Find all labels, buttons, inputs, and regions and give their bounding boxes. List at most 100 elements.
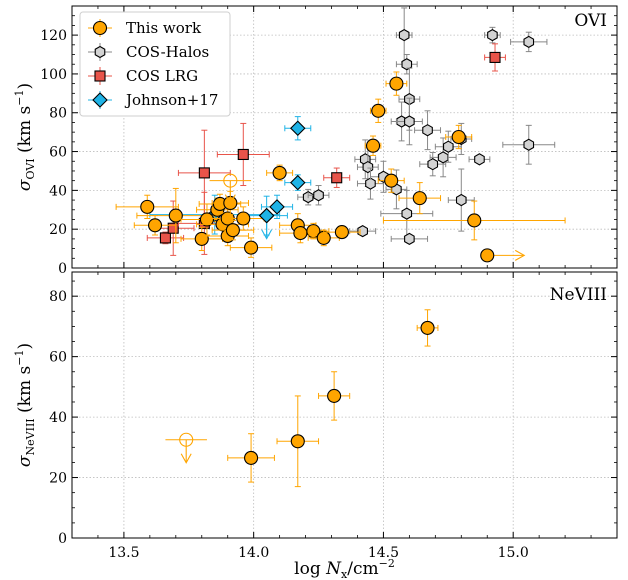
ovi-johnson17-point bbox=[260, 194, 294, 220]
neviii-ytick-label: 60 bbox=[49, 350, 67, 366]
legend-entry-this_work: This work bbox=[88, 19, 202, 37]
ovi-cos_halos-point bbox=[419, 152, 447, 177]
ovi-cos_halos-point bbox=[447, 168, 475, 232]
neviii-ytick-label: 20 bbox=[49, 471, 67, 487]
xlabel-sub: x bbox=[341, 568, 348, 580]
ovi-this_work-point bbox=[377, 168, 405, 193]
ovi-cos_halos-point bbox=[356, 167, 384, 200]
ovi-cos_halos-marker bbox=[398, 28, 410, 42]
neviii-ytick-label: 0 bbox=[58, 531, 67, 547]
ovi-this_work-marker bbox=[272, 165, 287, 180]
ovi-cos_halos-point bbox=[468, 153, 491, 166]
neviii-this_work-point bbox=[416, 309, 439, 347]
neviii-ylabel-sub: NeVIII bbox=[24, 418, 37, 455]
legend-label: COS-Halos bbox=[126, 43, 209, 61]
ovi-series-this_work bbox=[115, 71, 566, 258]
ovi-cos_halos-marker bbox=[487, 28, 498, 42]
neviii-this_work-point bbox=[318, 371, 351, 421]
ovi-this_work-marker bbox=[140, 199, 155, 214]
neviii-ylabel-unit-sup: −1 bbox=[13, 350, 26, 366]
neviii-this_work-marker bbox=[290, 434, 305, 449]
ovi-cos_lrg-marker bbox=[489, 51, 501, 63]
ovi-this_work-marker bbox=[467, 213, 482, 228]
ovi-this_work-marker bbox=[236, 211, 251, 226]
upper-limit-marker bbox=[223, 173, 238, 188]
legend-entries: This work COS-Halos COS LRG Johnson+17 bbox=[88, 19, 218, 109]
ovi-this_work-point bbox=[115, 194, 179, 220]
ovi-this_work-point bbox=[266, 164, 294, 182]
ovi-cos_halos-marker bbox=[401, 207, 413, 220]
legend-swatch-marker bbox=[92, 20, 108, 36]
x-axis-label: log Nx/cm−2 bbox=[294, 557, 395, 580]
ovi-ytick-label: 80 bbox=[49, 106, 67, 122]
xlabel-var: N bbox=[325, 559, 342, 579]
neviii-gridlines bbox=[72, 272, 617, 539]
neviii-this_work-marker bbox=[327, 388, 342, 403]
neviii-upper-limit bbox=[165, 432, 207, 464]
neviii-ytick-label: 40 bbox=[49, 410, 67, 426]
lower-limit-marker bbox=[480, 248, 495, 263]
xlabel-sup: −2 bbox=[379, 557, 395, 570]
ovi-johnson17-marker bbox=[290, 120, 306, 137]
ovi-cos_halos-point bbox=[484, 26, 501, 44]
ovi-this_work-marker bbox=[412, 191, 427, 206]
ovi-this_work-point bbox=[222, 206, 265, 231]
ovi-this_work-point bbox=[382, 200, 566, 241]
ovi-this_work-point bbox=[229, 237, 273, 258]
neviii-y-axis-label: σNeVIII (km s−1) bbox=[13, 343, 37, 467]
ovi-ytick-label: 120 bbox=[40, 28, 67, 44]
ovi-cos_lrg-point bbox=[484, 43, 506, 72]
neviii-this_work-point bbox=[227, 433, 275, 483]
ovi-this_work-point bbox=[385, 71, 408, 96]
ovi-this_work-point bbox=[369, 98, 387, 123]
ovi-cos_halos-point bbox=[395, 54, 418, 75]
ovi-this_work-point bbox=[364, 135, 382, 156]
ovi-cos_lrg-marker bbox=[167, 222, 179, 234]
ovi-ylabel-unit: (km s bbox=[15, 106, 35, 159]
ovi-this_work-point bbox=[211, 219, 255, 241]
ovi-ytick-label: 20 bbox=[49, 222, 67, 238]
ovi-johnson17-marker bbox=[269, 199, 285, 215]
xlabel-pre: log bbox=[294, 559, 326, 579]
ovi-panel-label: OVI bbox=[574, 11, 607, 31]
ovi-cos_halos-point bbox=[307, 185, 330, 206]
upper-limit-arrow-head bbox=[224, 194, 236, 205]
ovi-johnson17-point bbox=[284, 116, 312, 141]
ovi-cos_lrg-marker bbox=[198, 167, 210, 179]
legend-entry-cos_halos: COS-Halos bbox=[88, 43, 209, 61]
ovi-this_work-point bbox=[398, 182, 442, 215]
neviii-xtick-label: 14.0 bbox=[238, 545, 269, 561]
neviii-this_work-marker bbox=[244, 450, 259, 465]
ovi-this_work-marker bbox=[225, 223, 240, 238]
ovi-cos_halos-marker bbox=[437, 151, 449, 164]
neviii-ytick-label: 80 bbox=[49, 289, 67, 305]
ovi-cos_halos-point bbox=[414, 110, 442, 151]
neviii-ylabel-close: ) bbox=[15, 343, 35, 350]
ovi-cos_halos-marker bbox=[523, 35, 535, 49]
ovi-plot-frame bbox=[71, 5, 618, 269]
ovi-ylabel-sub: OVI bbox=[24, 158, 37, 179]
ovi-this_work-point bbox=[297, 222, 330, 240]
ovi-ylabel-close: ) bbox=[15, 83, 35, 90]
neviii-xtick-label: 14.5 bbox=[368, 545, 399, 561]
ovi-cos_lrg-marker bbox=[159, 232, 171, 244]
ovi-cos_halos-marker bbox=[357, 224, 368, 238]
ovi-johnson17-marker bbox=[290, 174, 306, 191]
ovi-cos_halos-marker bbox=[523, 138, 535, 151]
neviii-plot-frame bbox=[71, 271, 618, 539]
ovi-ylabel-unit-sup: −1 bbox=[13, 90, 26, 106]
ovi-cos_halos-point bbox=[510, 31, 548, 53]
upper-limit-marker bbox=[179, 432, 194, 447]
ovi-this_work-marker bbox=[244, 240, 259, 255]
ovi-johnson17-point bbox=[284, 174, 312, 191]
legend-label: This work bbox=[126, 19, 202, 37]
legend-entry-cos_lrg: COS LRG bbox=[88, 67, 198, 85]
ovi-data-points bbox=[115, 7, 566, 263]
ovi-this_work-marker bbox=[384, 173, 399, 188]
ovi-series-cos_halos bbox=[297, 7, 556, 246]
legend-swatch-marker bbox=[92, 92, 108, 108]
ovi-ytick-label: 40 bbox=[49, 183, 67, 199]
ovi-cos_lrg-point bbox=[323, 167, 351, 188]
ovi-cos_halos-marker bbox=[455, 193, 467, 207]
